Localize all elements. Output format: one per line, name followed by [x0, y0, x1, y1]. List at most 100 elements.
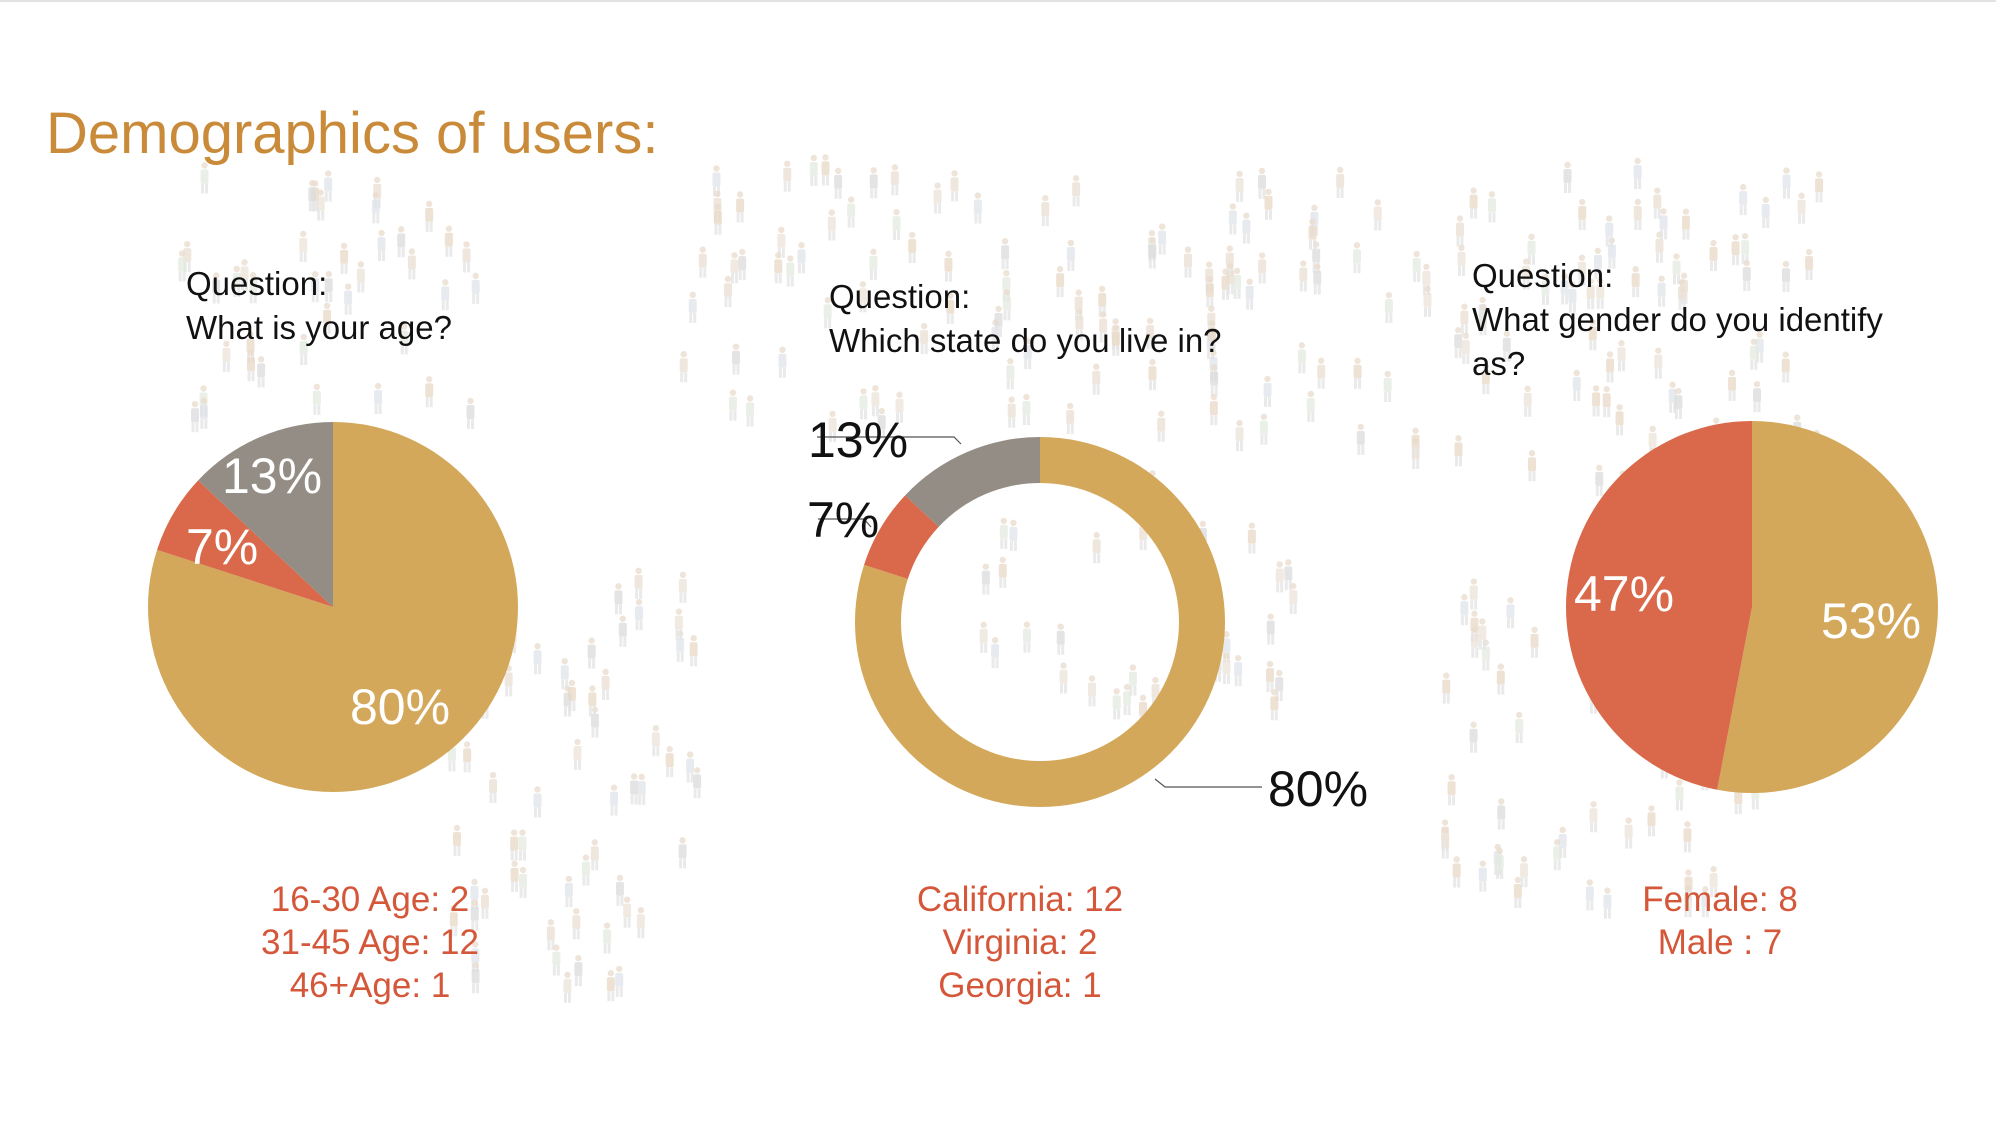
crowd-figure [1007, 396, 1016, 428]
crowd-figure [323, 302, 332, 334]
crowd-figure [199, 397, 208, 429]
crowd-figure [1226, 263, 1235, 295]
crowd-figure [1412, 250, 1421, 282]
age-stat-line: 46+Age: 1 [289, 966, 451, 1005]
slice-label: 13% [222, 448, 322, 504]
crowd-figure [581, 854, 590, 886]
crowd-figure [847, 196, 856, 228]
gender-stat-line: Female: 8 [1642, 880, 1798, 919]
crowd-figure [1088, 675, 1097, 707]
crowd-figure [728, 389, 737, 421]
crowd-figure [247, 349, 256, 382]
crowd-figure [1460, 594, 1469, 626]
crowd-figure [1527, 450, 1536, 482]
crowd-figure [1672, 253, 1681, 285]
crowd-figure [1681, 208, 1690, 240]
crowd-figure [1056, 265, 1065, 298]
crowd-figure [1352, 242, 1361, 274]
crowd-figure [774, 252, 783, 284]
crowd-figure [736, 191, 745, 223]
crowd-figure [1146, 317, 1155, 350]
crowd-figure [1452, 856, 1461, 888]
crowd-figure [1805, 248, 1814, 281]
crowd-figure [1596, 277, 1605, 309]
state-stats: California: 12 Virginia: 2 Georgia: 1 [830, 878, 1210, 1007]
crowd-figure [979, 621, 988, 653]
crowd-figure [444, 225, 453, 257]
crowd-figure [1074, 289, 1083, 321]
crowd-figure [344, 283, 353, 315]
crowd-figure [1158, 223, 1167, 255]
crowd-figure [636, 907, 645, 939]
crowd-figure [552, 944, 561, 976]
crowd-figure [783, 160, 792, 192]
crowd-figure [1336, 166, 1345, 199]
pie-slice [148, 422, 518, 793]
crowd-figure [1683, 821, 1692, 853]
crowd-figure [823, 297, 832, 329]
crowd-figure [1470, 626, 1479, 658]
crowd-figure [944, 250, 953, 282]
crowd-figure [601, 668, 610, 700]
crowd-figure [869, 248, 878, 280]
gender-question-label: Question: [1472, 257, 1614, 294]
crowd-figure [1308, 218, 1317, 250]
crowd-figure [567, 679, 576, 712]
crowd-figure [1578, 198, 1587, 231]
crowd-figure [1259, 413, 1268, 445]
crowd-figure [1123, 683, 1132, 716]
crowd-figure [635, 598, 644, 631]
crowd-figure [1023, 337, 1032, 370]
leader-line [817, 436, 962, 445]
crowd-figure [1523, 385, 1532, 417]
crowd-figure [834, 167, 843, 199]
crowd-figure [1653, 187, 1662, 219]
crowd-figure [1588, 319, 1597, 351]
crowd-figure [869, 167, 878, 199]
crowd-figure [1235, 419, 1244, 452]
crowd-figure [1313, 263, 1322, 295]
crowd-figure [778, 346, 787, 378]
crowd-figure [1781, 351, 1790, 383]
crowd-figure [1502, 330, 1511, 362]
crowd-figure [470, 899, 479, 931]
crowd-figure [1002, 269, 1011, 302]
gender-question-text: What gender do you identify as? [1472, 301, 1883, 382]
crowd-figure [452, 824, 461, 856]
crowd-figure [827, 209, 836, 241]
crowd-figure [1056, 623, 1065, 655]
crowd-figure [471, 962, 480, 994]
crowd-figure [489, 771, 498, 804]
crowd-figure [1460, 303, 1469, 335]
crowd-figure [998, 556, 1007, 588]
age-stat-line: 16-30 Age: 2 [270, 880, 470, 919]
crowd-figure [1306, 390, 1315, 422]
pie-slice [1717, 421, 1938, 793]
crowd-figure [1148, 358, 1157, 391]
crowd-figure [1654, 347, 1663, 379]
crowd-figure [1353, 357, 1362, 389]
crowd-figure [200, 162, 209, 194]
crowd-figure [1242, 212, 1251, 244]
crowd-figure [1257, 167, 1266, 199]
state-stat-line: California: 12 [916, 880, 1124, 919]
crowd-figure [563, 971, 572, 1003]
crowd-figure [1589, 801, 1598, 833]
crowd-figure [1749, 338, 1758, 370]
crowd-figure [1677, 278, 1686, 311]
crowd-figure [397, 226, 406, 258]
crowd-figure [890, 164, 899, 196]
crowd-figure [510, 860, 519, 892]
crowd-figure [1210, 364, 1219, 396]
crowd-figure [1515, 711, 1524, 744]
crowd-figure [1235, 170, 1244, 202]
crowd-figure [1624, 817, 1633, 849]
crowd-figure [1782, 260, 1791, 293]
crowd-figure [356, 261, 365, 293]
crowd-figure [1461, 332, 1470, 365]
crowd-figure [1675, 779, 1684, 811]
crowd-figure [1112, 688, 1121, 720]
crowd-figure [1739, 183, 1748, 216]
crowd-figure [1481, 362, 1490, 395]
